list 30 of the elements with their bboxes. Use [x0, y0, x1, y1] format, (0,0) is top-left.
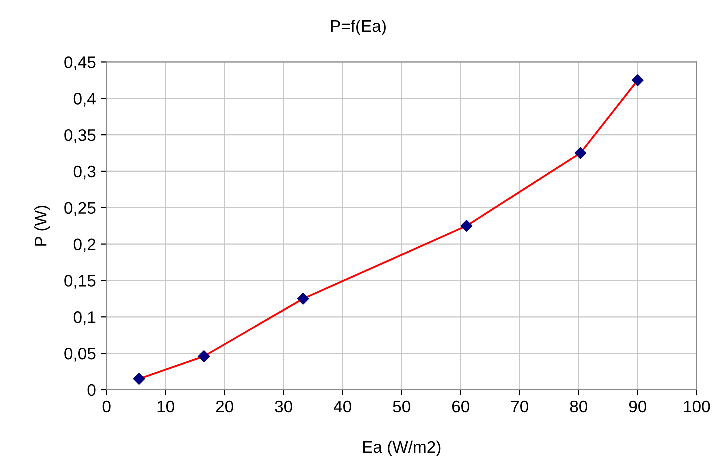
y-tick-label: 0,2 — [74, 238, 96, 252]
x-tick-label: 50 — [393, 400, 410, 413]
x-tick-label: 40 — [334, 400, 352, 413]
y-tick-label: 0,3 — [74, 166, 96, 180]
x-axis-title: Ea (W/m2) — [363, 440, 441, 456]
y-tick-label: 0,45 — [64, 56, 96, 70]
y-axis-title: P (W) — [34, 206, 50, 246]
y-tick-label: 0,35 — [64, 129, 96, 144]
x-tick-label: 10 — [158, 400, 174, 413]
x-tick-label: 90 — [629, 400, 647, 413]
y-tick-label: 0 — [88, 384, 96, 396]
y-tick-label: 0,1 — [74, 312, 96, 326]
point — [198, 350, 210, 362]
x-tick-label: 30 — [275, 400, 292, 413]
x-tick-label: 100 — [684, 400, 710, 413]
point — [133, 373, 146, 385]
point — [460, 220, 473, 232]
chart-title: P=f(Ea) — [331, 20, 386, 36]
x-tick-label: 70 — [511, 400, 529, 413]
y-tick-label: 0,05 — [64, 348, 96, 362]
y-tick-label: 0,25 — [64, 202, 96, 216]
point — [297, 293, 310, 305]
point — [574, 147, 587, 160]
point — [632, 74, 644, 86]
x-tick-label: 0 — [102, 400, 111, 413]
x-tick-label: 60 — [452, 400, 470, 413]
y-tick-label: 0,15 — [64, 275, 96, 289]
y-tick-label: 0,4 — [74, 93, 96, 107]
x-tick-label: 20 — [216, 400, 234, 413]
x-tick-label: 80 — [570, 400, 588, 413]
